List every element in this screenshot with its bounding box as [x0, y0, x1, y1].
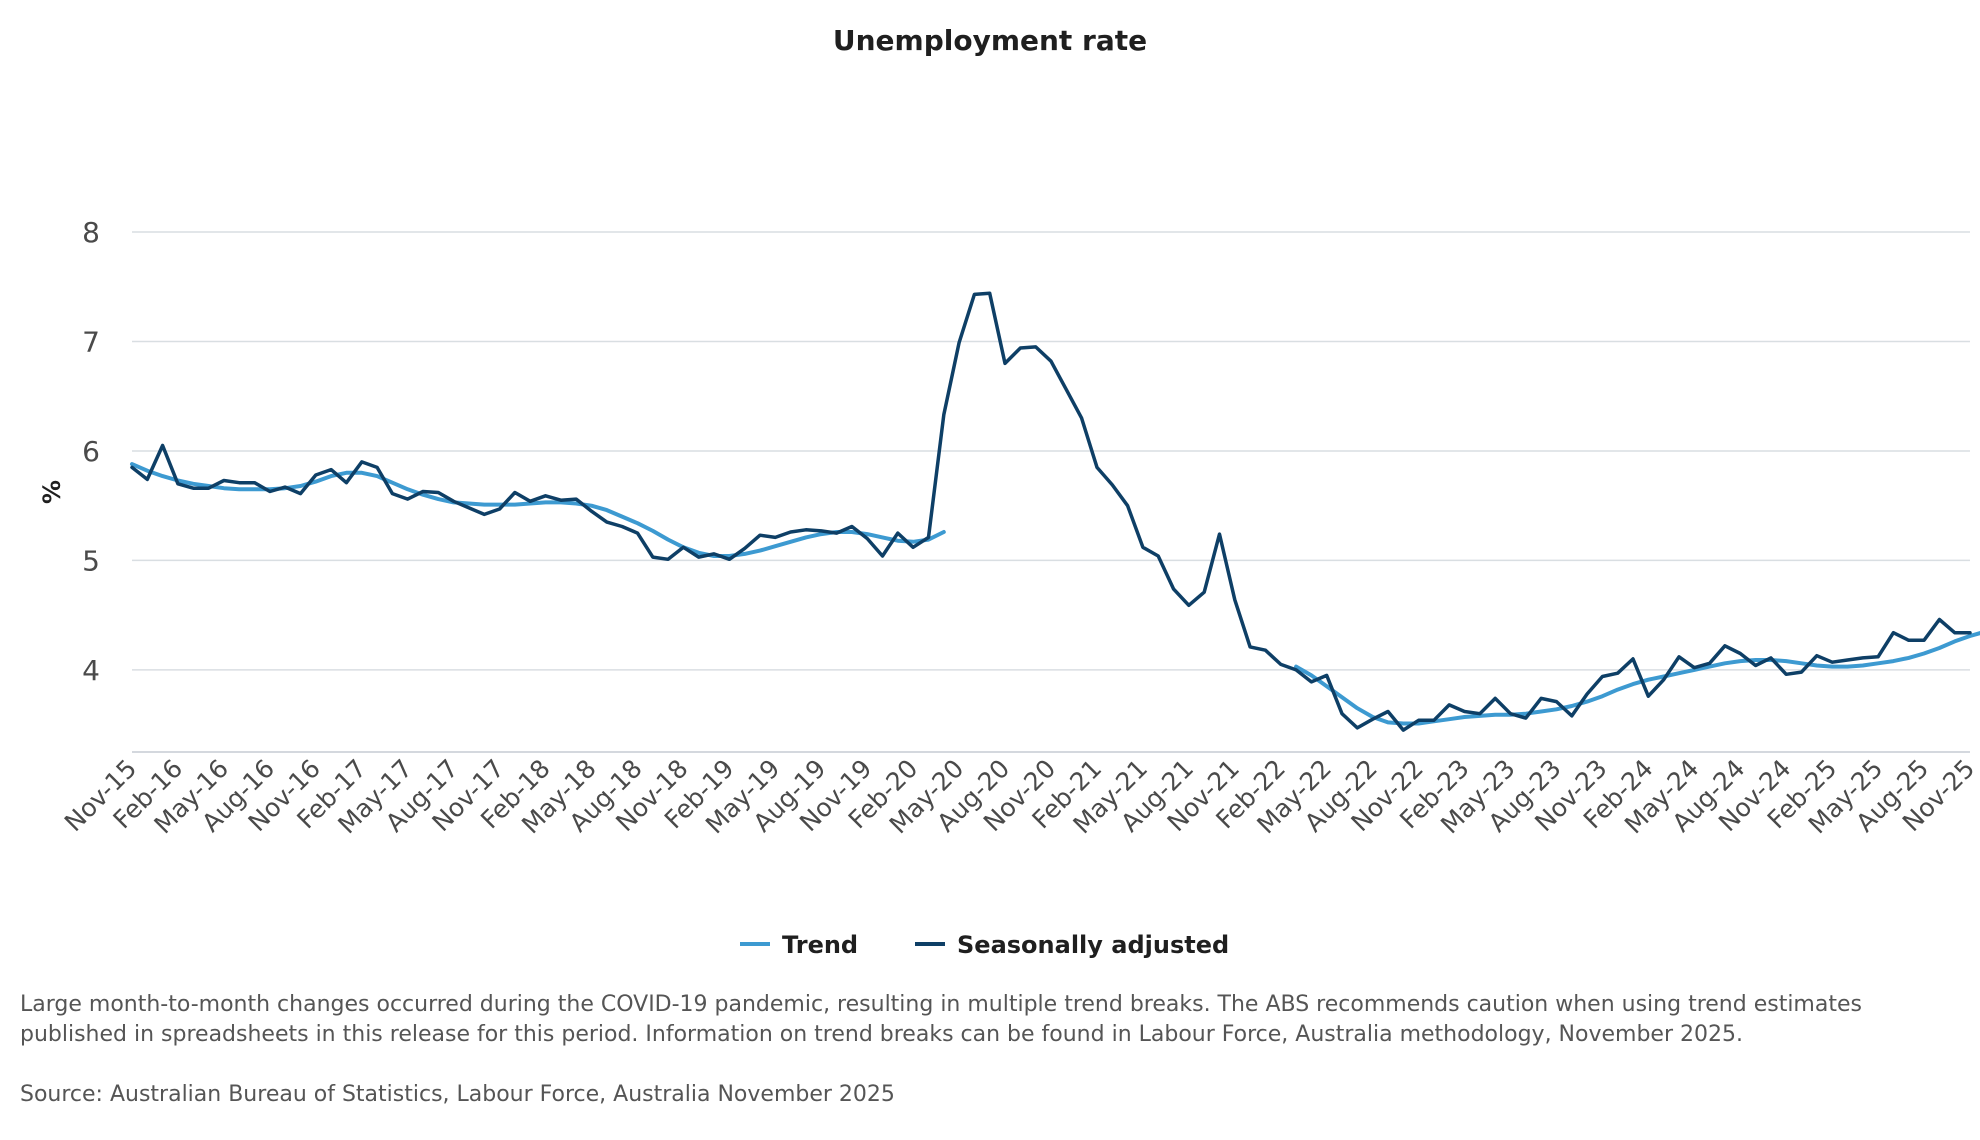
y-tick-label: 6 — [82, 435, 100, 468]
y-tick-label: 4 — [82, 654, 100, 687]
source-note: Source: Australian Bureau of Statistics,… — [20, 1082, 895, 1107]
legend-label-seasonally-adjusted: Seasonally adjusted — [957, 931, 1229, 959]
series-trend-line — [1294, 631, 1980, 726]
series-lines — [130, 291, 1980, 732]
gridlines — [132, 231, 1970, 753]
y-tick-label: 8 — [82, 216, 100, 249]
y-tick-label: 5 — [82, 544, 100, 577]
series-trend-line — [130, 462, 946, 558]
x-axis-ticks: Nov-15Feb-16May-16Aug-16Nov-16Feb-17May-… — [59, 754, 1980, 840]
footnote: Large month-to-month changes occurred du… — [20, 992, 1862, 1047]
legend: Trend Seasonally adjusted — [740, 931, 1229, 959]
y-axis-label: % — [38, 480, 66, 504]
y-axis-ticks: 4 5 6 7 8 — [82, 216, 100, 687]
chart-title: Unemployment rate — [833, 24, 1147, 57]
series-seasonally-adjusted-line — [130, 291, 1972, 732]
legend-label-trend: Trend — [782, 931, 858, 959]
y-tick-label: 7 — [82, 325, 100, 358]
